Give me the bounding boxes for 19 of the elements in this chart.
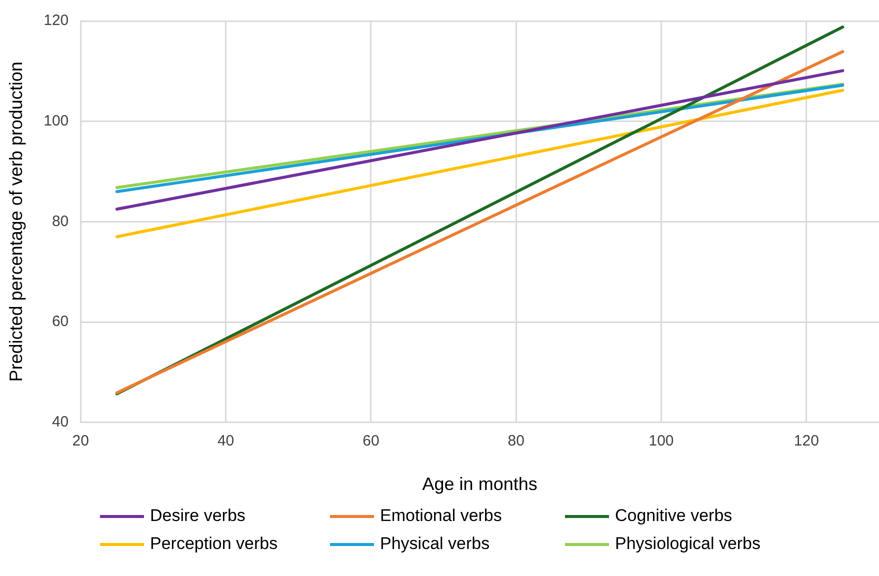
legend-label: Perception verbs	[150, 534, 278, 554]
legend-label: Physical verbs	[380, 534, 490, 554]
legend-label: Cognitive verbs	[615, 506, 732, 526]
x-tick-label: 100	[648, 432, 674, 450]
y-tick-label: 40	[52, 414, 69, 431]
x-tick-label: 60	[362, 432, 380, 450]
y-axis-title: Predicted percentage of verb production	[6, 62, 26, 382]
x-tick-label: 20	[72, 432, 89, 450]
y-tick-label: 80	[52, 212, 69, 230]
y-tick-label: 60	[52, 313, 69, 330]
x-tick-label: 120	[794, 432, 819, 450]
legend-label: Desire verbs	[150, 506, 246, 526]
legend-label: Emotional verbs	[380, 506, 502, 526]
x-axis-title: Age in months	[422, 474, 538, 494]
x-tick-label: 40	[217, 432, 234, 450]
y-tick-label: 120	[44, 12, 69, 30]
x-tick-label: 80	[508, 432, 524, 450]
legend-label: Physiological verbs	[615, 534, 761, 554]
y-tick-label: 100	[44, 112, 69, 130]
